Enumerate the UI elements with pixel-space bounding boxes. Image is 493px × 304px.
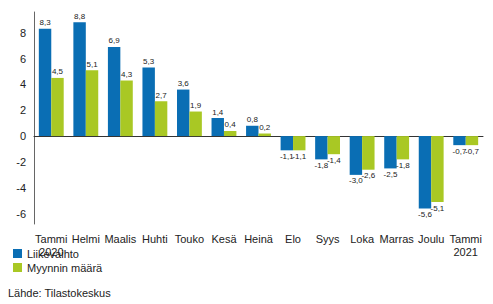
- svg-text:-1,1: -1,1: [279, 151, 294, 161]
- svg-text:0,8: 0,8: [247, 115, 259, 124]
- svg-text:0,4: 0,4: [225, 120, 237, 129]
- svg-text:2: 2: [20, 104, 26, 116]
- svg-text:-0,7: -0,7: [452, 146, 467, 156]
- svg-text:-1,4: -1,4: [327, 156, 341, 165]
- svg-text:-5,1: -5,1: [431, 204, 445, 213]
- svg-text:-1,8: -1,8: [396, 161, 410, 170]
- svg-text:Joulu: Joulu: [418, 233, 444, 245]
- svg-text:-1,1: -1,1: [292, 152, 306, 161]
- svg-text:Liikevaihto: Liikevaihto: [27, 248, 79, 260]
- svg-text:6,9: 6,9: [109, 36, 121, 45]
- svg-text:3,6: 3,6: [178, 79, 190, 88]
- svg-text:8,8: 8,8: [74, 12, 86, 21]
- svg-text:Huhti: Huhti: [142, 233, 168, 245]
- svg-text:-2,5: -2,5: [384, 170, 398, 179]
- svg-text:8,3: 8,3: [39, 18, 51, 27]
- svg-text:Loka: Loka: [350, 233, 375, 245]
- svg-text:-2: -2: [16, 156, 26, 168]
- svg-text:2,7: 2,7: [156, 91, 168, 100]
- svg-text:Lähde: Tilastokeskus: Lähde: Tilastokeskus: [8, 287, 111, 299]
- svg-text:-6: -6: [16, 208, 26, 220]
- svg-text:-1,8: -1,8: [314, 160, 329, 170]
- svg-text:1,4: 1,4: [212, 108, 224, 117]
- svg-text:8: 8: [20, 27, 26, 39]
- svg-text:0,2: 0,2: [259, 123, 271, 132]
- svg-text:-2,6: -2,6: [361, 171, 375, 180]
- svg-text:Heinä: Heinä: [244, 233, 274, 245]
- svg-text:Helmi: Helmi: [72, 233, 100, 245]
- svg-text:-4: -4: [16, 182, 26, 194]
- svg-text:Touko: Touko: [175, 233, 204, 245]
- svg-text:Tammi: Tammi: [35, 233, 67, 245]
- svg-text:4: 4: [20, 78, 26, 90]
- svg-text:2021: 2021: [453, 246, 477, 258]
- svg-text:Marras: Marras: [380, 233, 415, 245]
- svg-text:0: 0: [20, 130, 26, 142]
- svg-text:Myynnin määrä: Myynnin määrä: [27, 262, 103, 274]
- svg-text:5,3: 5,3: [143, 57, 155, 66]
- svg-text:Syys: Syys: [316, 233, 340, 245]
- svg-text:1,9: 1,9: [190, 101, 202, 110]
- svg-text:Tammi: Tammi: [450, 233, 482, 245]
- svg-text:Maalis: Maalis: [104, 233, 136, 245]
- svg-text:6: 6: [20, 53, 26, 65]
- svg-text:4,5: 4,5: [52, 67, 64, 76]
- svg-text:-0,7: -0,7: [465, 147, 479, 156]
- svg-text:-3,0: -3,0: [349, 176, 363, 186]
- svg-text:Elo: Elo: [285, 233, 301, 245]
- svg-text:-5,6: -5,6: [418, 210, 432, 219]
- svg-text:5,1: 5,1: [86, 60, 98, 69]
- svg-text:4,3: 4,3: [121, 70, 133, 79]
- svg-text:Kesä: Kesä: [211, 233, 237, 245]
